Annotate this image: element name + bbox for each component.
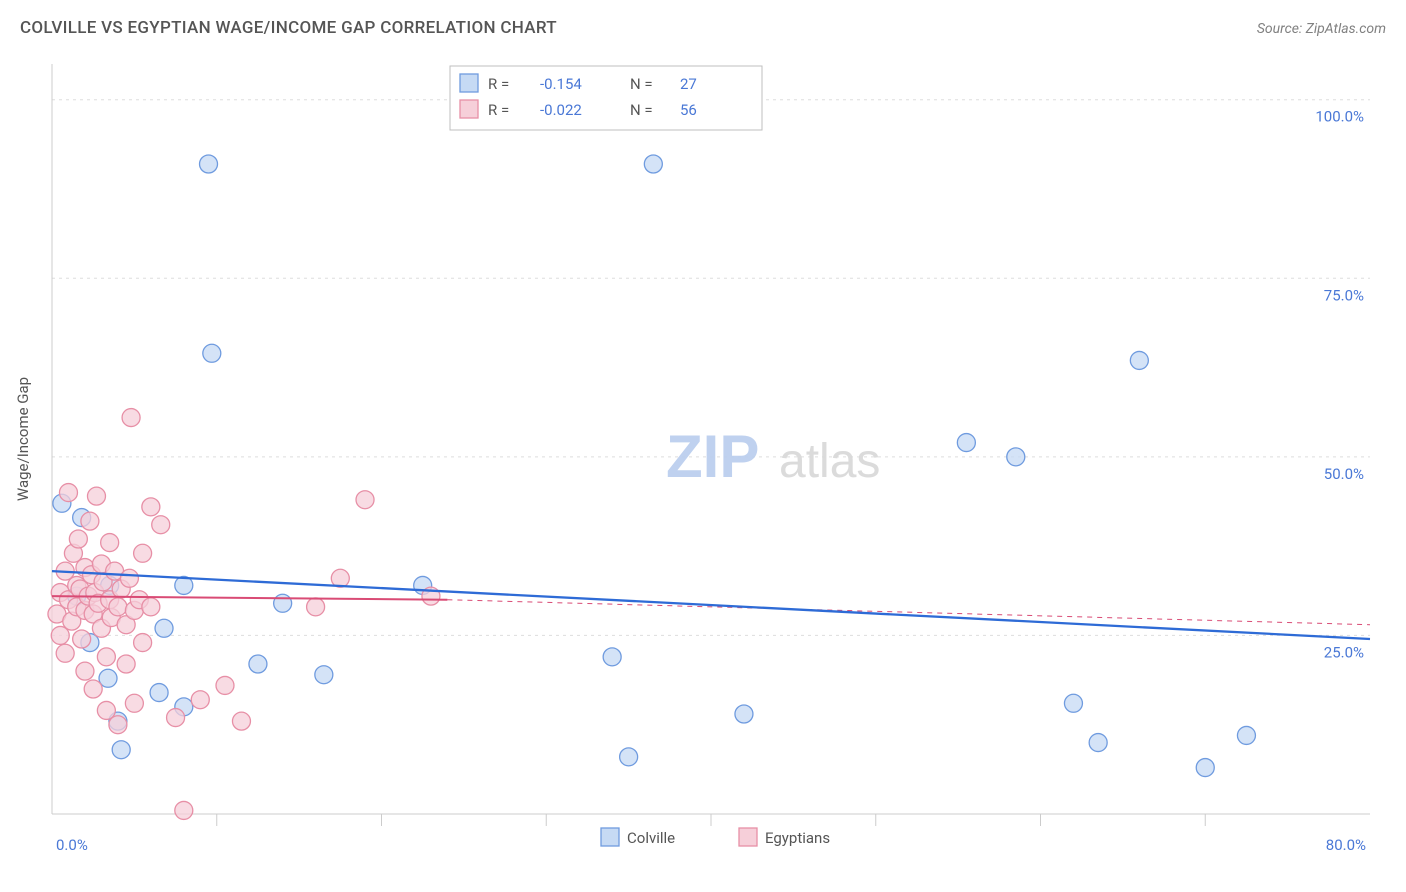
egyptians-point [167, 709, 185, 727]
egyptians-point [191, 691, 209, 709]
colville-point [200, 155, 218, 173]
egyptians-point [81, 512, 99, 530]
svg-text:R =: R = [488, 101, 509, 119]
colville-point [1089, 734, 1107, 752]
colville-swatch-icon [460, 74, 478, 92]
egyptians-point [125, 694, 143, 712]
egyptians-point [307, 598, 325, 616]
egyptians-point [356, 491, 374, 509]
svg-text:27: 27 [680, 75, 697, 93]
egyptians-point [117, 655, 135, 673]
egyptians-legend-swatch-icon [739, 828, 757, 846]
egyptians-point [69, 530, 87, 548]
svg-text:R =: R = [488, 75, 509, 93]
chart-title: COLVILLE VS EGYPTIAN WAGE/INCOME GAP COR… [20, 18, 557, 38]
svg-text:ZIP: ZIP [666, 423, 759, 490]
colville-point [112, 741, 130, 759]
svg-text:atlas: atlas [779, 435, 880, 488]
colville-point [620, 748, 638, 766]
svg-text:Wage/Income Gap: Wage/Income Gap [14, 377, 32, 501]
egyptians-point [109, 716, 127, 734]
colville-point [735, 705, 753, 723]
colville-point [1237, 726, 1255, 744]
scatter-chart: 25.0% 50.0% 75.0% 100.0% 0.0% 80.0% Wage/Incom… [0, 44, 1406, 874]
egyptians-point [87, 487, 105, 505]
egyptians-point [76, 662, 94, 680]
colville-point [249, 655, 267, 673]
colville-point [315, 666, 333, 684]
svg-text:56: 56 [680, 101, 697, 119]
colville-point [603, 648, 621, 666]
svg-text:-0.022: -0.022 [540, 101, 582, 119]
chart-container: 25.0% 50.0% 75.0% 100.0% 0.0% 80.0% Wage/Incom… [0, 44, 1406, 874]
colville-point [957, 434, 975, 452]
egyptians-point [134, 544, 152, 562]
egyptians-point [142, 598, 160, 616]
egyptians-point [73, 630, 91, 648]
egyptians-point [120, 569, 138, 587]
colville-point [1007, 448, 1025, 466]
svg-text:50.0%: 50.0% [1324, 465, 1364, 483]
egyptians-point [232, 712, 250, 730]
egyptians-point [84, 680, 102, 698]
svg-text:80.0%: 80.0% [1326, 836, 1366, 854]
egyptians-point [59, 484, 77, 502]
svg-text:N =: N = [630, 101, 653, 119]
header: COLVILLE VS EGYPTIAN WAGE/INCOME GAP COR… [0, 0, 1406, 44]
egyptians-point [142, 498, 160, 516]
colville-legend-swatch-icon [601, 828, 619, 846]
egyptians-point [97, 648, 115, 666]
svg-text:100.0%: 100.0% [1315, 108, 1364, 126]
egyptians-swatch-icon [460, 100, 478, 118]
colville-point [150, 684, 168, 702]
egyptians-point [175, 801, 193, 819]
egyptians-point [152, 516, 170, 534]
colville-point [155, 619, 173, 637]
colville-trend [52, 571, 1370, 639]
egyptians-trend-dashed [447, 600, 1370, 625]
egyptians-point [56, 644, 74, 662]
egyptians-point [101, 534, 119, 552]
egyptians-point [122, 409, 140, 427]
svg-text:75.0%: 75.0% [1324, 286, 1364, 304]
colville-point [203, 344, 221, 362]
source-attribution: Source: ZipAtlas.com [1257, 21, 1386, 37]
colville-point [274, 594, 292, 612]
colville-point [1130, 351, 1148, 369]
svg-text:0.0%: 0.0% [56, 836, 88, 854]
series-legend: Colville Egyptians [601, 828, 830, 847]
egyptians-point [134, 634, 152, 652]
colville-point [644, 155, 662, 173]
svg-text:-0.154: -0.154 [540, 75, 582, 93]
egyptians-legend-label: Egyptians [765, 829, 830, 847]
svg-text:25.0%: 25.0% [1324, 643, 1364, 661]
svg-text:N =: N = [630, 75, 653, 93]
egyptians-point [216, 676, 234, 694]
colville-point [1064, 694, 1082, 712]
egyptians-point [109, 598, 127, 616]
colville-point [1196, 759, 1214, 777]
colville-legend-label: Colville [627, 829, 675, 847]
